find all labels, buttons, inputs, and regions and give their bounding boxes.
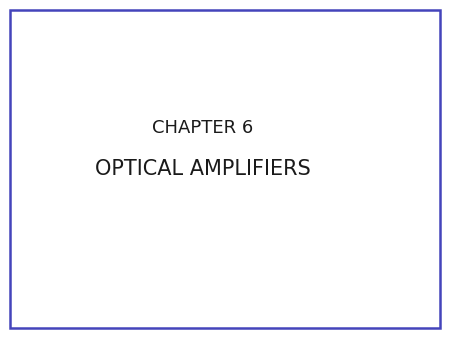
- Text: CHAPTER 6: CHAPTER 6: [152, 119, 253, 138]
- Text: OPTICAL AMPLIFIERS: OPTICAL AMPLIFIERS: [94, 159, 310, 179]
